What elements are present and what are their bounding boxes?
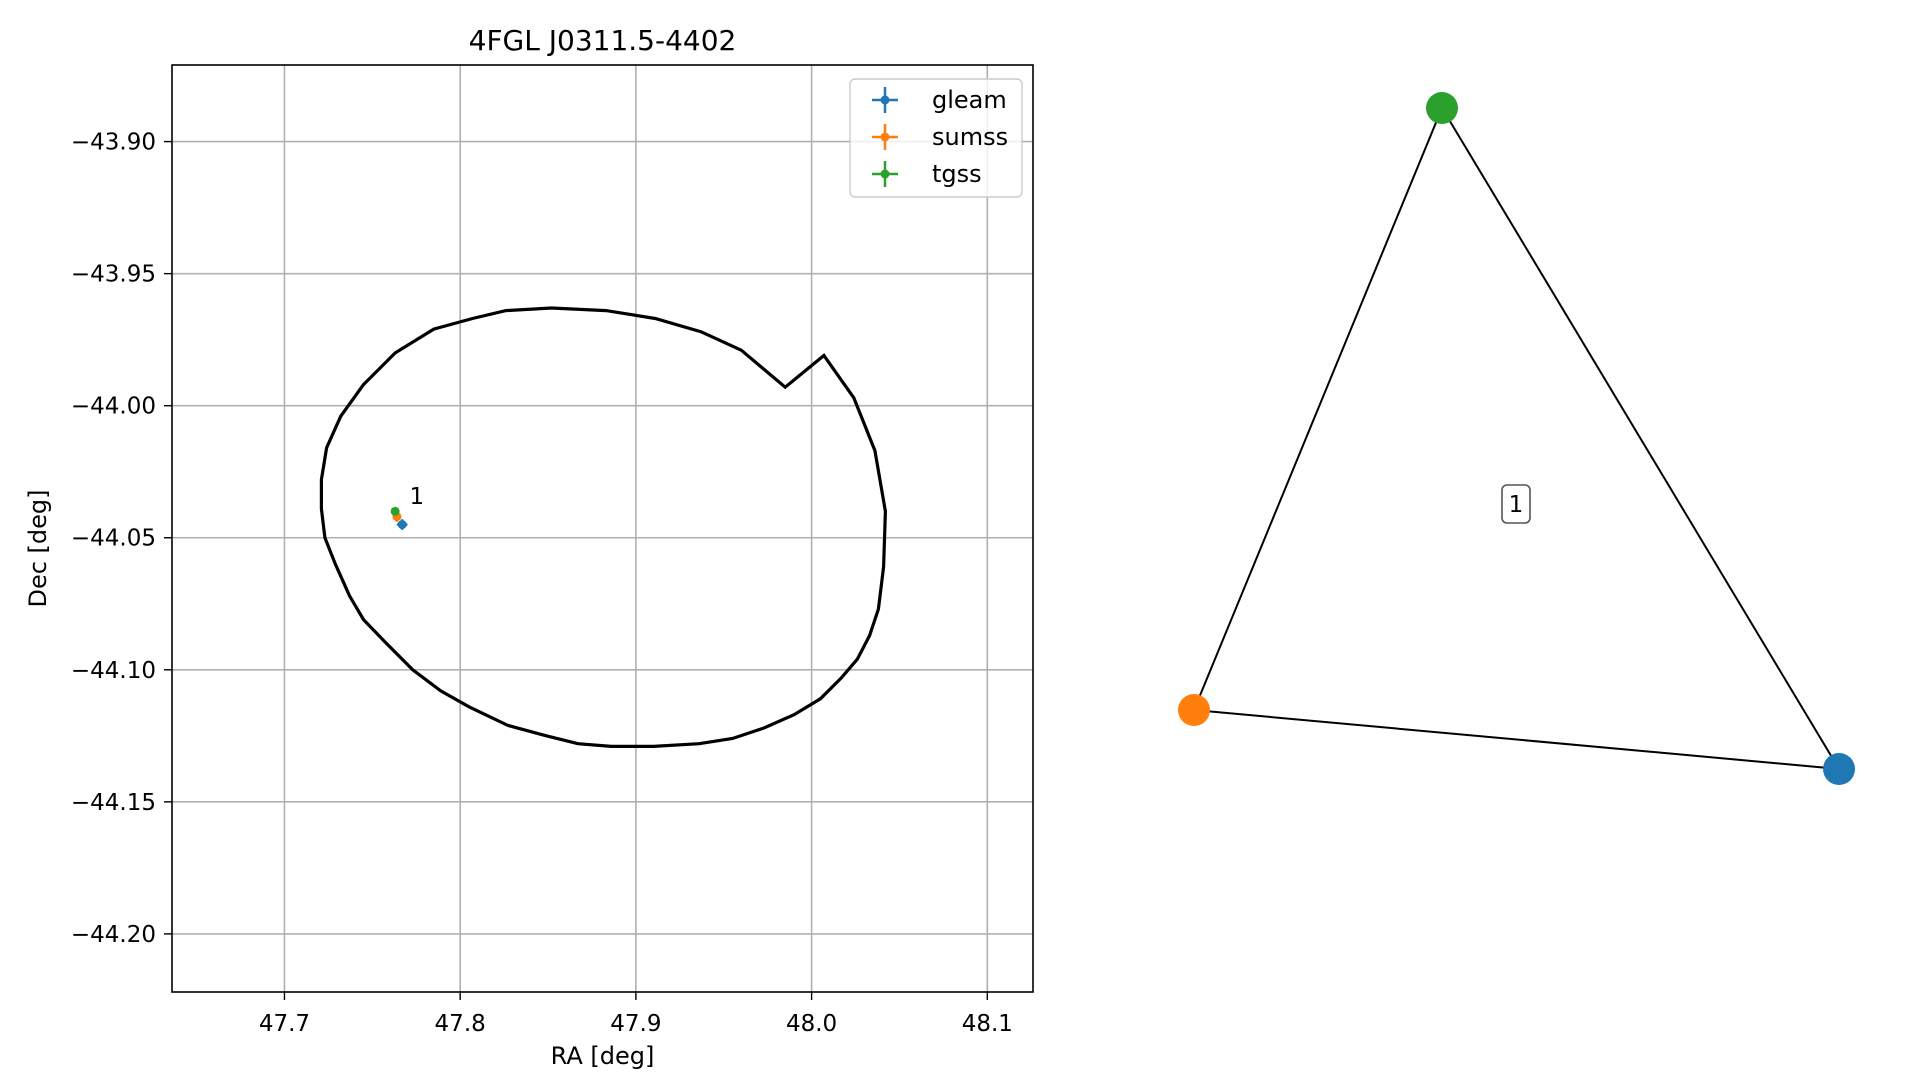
- graph-edge: [1193, 709, 1840, 770]
- x-tick-label: 47.9: [610, 1011, 661, 1037]
- graph-node-tgss: [1426, 92, 1458, 124]
- y-tick-label: −44.10: [71, 658, 156, 684]
- legend-label: sumss: [932, 123, 1008, 151]
- graph-center-label: 1: [1509, 492, 1524, 518]
- ticks: 47.7 47.8 47.9 48.0 48.1 −43.90 −43.95 −44.00 −4…: [71, 130, 1013, 1037]
- grid: [172, 65, 1033, 992]
- graph-edge: [1441, 107, 1840, 770]
- point-tgss: [390, 506, 400, 516]
- y-tick-label: −44.20: [71, 922, 156, 948]
- y-tick-label: −44.00: [71, 394, 156, 420]
- x-tick-label: 47.8: [435, 1011, 486, 1037]
- ellipse-layer: [319, 306, 888, 749]
- legend: gleam sumss tgss: [849, 78, 1023, 198]
- graph-edge: [1193, 107, 1443, 711]
- y-tick-label: −44.15: [71, 790, 156, 816]
- legend-item-sumss: sumss: [872, 123, 1008, 151]
- legend-item-gleam: gleam: [872, 86, 1007, 114]
- legend-item-tgss: tgss: [872, 160, 982, 188]
- legend-box: [849, 78, 1023, 198]
- y-tick-label: −43.90: [71, 130, 156, 156]
- points-layer: [390, 506, 408, 530]
- chart-title: 4FGL J0311.5-4402: [469, 24, 737, 57]
- graph-panel: 1: [1178, 92, 1855, 785]
- point-gleam: [396, 519, 408, 530]
- x-tick-label: 48.1: [962, 1011, 1013, 1037]
- x-tick-label: 48.0: [786, 1011, 837, 1037]
- point-annotation: 1: [409, 484, 424, 510]
- y-tick-label: −44.05: [71, 526, 156, 552]
- graph-label-box: [1501, 484, 1531, 524]
- legend-label: gleam: [932, 86, 1007, 114]
- graph-node-sumss: [1178, 694, 1210, 726]
- x-tick-label: 47.7: [259, 1011, 310, 1037]
- position-ellipse: [319, 306, 888, 749]
- x-axis-title: RA [deg]: [551, 1042, 655, 1070]
- annotation-layer: 1: [409, 484, 424, 510]
- y-tick-label: −43.95: [71, 262, 156, 288]
- y-axis-title: Dec [deg]: [24, 489, 52, 607]
- axes-frame: [171, 64, 1034, 993]
- graph-node-gleam: [1823, 753, 1855, 785]
- legend-label: tgss: [932, 160, 982, 188]
